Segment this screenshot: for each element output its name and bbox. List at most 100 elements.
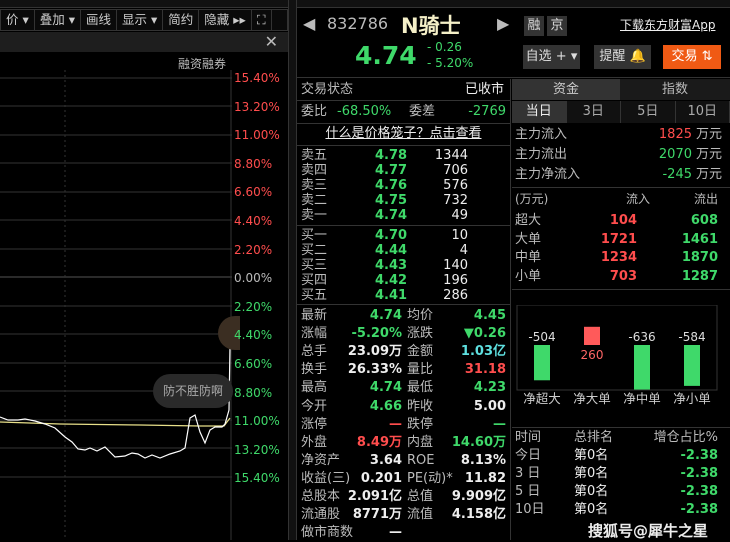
prev-stock-icon[interactable]: ◀ — [303, 14, 315, 33]
y-tick-label: 2.20% — [234, 300, 272, 314]
stat-value: 23.09万 — [348, 343, 402, 361]
alert-button[interactable]: 提醒 🔔 — [594, 45, 651, 69]
toolbar-hide[interactable]: 隐藏 ▸▸ — [199, 10, 252, 30]
level: 卖四 — [301, 163, 327, 178]
outflow: 1870 — [682, 249, 718, 267]
price: 4.75 — [375, 193, 407, 208]
toolbar-display[interactable]: 显示 ▾ — [117, 10, 163, 30]
price: 4.78 — [375, 148, 407, 163]
tab-funds[interactable]: 资金 — [512, 79, 620, 100]
flow-table-header: (万元)流入流出 — [512, 190, 730, 208]
download-app-link[interactable]: 下载东方财富App — [620, 16, 715, 33]
stat-row: 涨停—跌停— — [297, 416, 510, 434]
exchange-tag: 京 — [547, 16, 567, 36]
stat-label: 昨收 — [407, 398, 433, 416]
toolbar-draw[interactable]: 画线 — [81, 10, 117, 30]
toolbar-period[interactable]: 价 ▾ — [1, 10, 35, 30]
type: 大单 — [515, 231, 541, 249]
trade-button[interactable]: 交易 ⇅ — [663, 45, 721, 69]
avg-price-line — [0, 418, 230, 426]
stat-label: 金额 — [407, 343, 433, 361]
flow-label: 主力流入 — [515, 126, 567, 144]
rank-row: 3 日第0名-2.38 — [512, 465, 730, 483]
stat-label: 内盘 — [407, 434, 433, 452]
panel-divider[interactable] — [288, 0, 297, 540]
stat-value: 9.909亿 — [452, 488, 506, 506]
flow-value: 2070 — [659, 146, 692, 164]
stat-label: 换手 — [301, 361, 327, 379]
stat-label: 今开 — [301, 398, 327, 416]
close-icon[interactable]: ✕ — [265, 32, 278, 52]
volume: 10 — [451, 228, 468, 243]
outflow: 608 — [691, 212, 718, 230]
period-tab[interactable]: 当日 — [512, 101, 567, 123]
stat-label: 做市商数 — [301, 524, 353, 542]
y-tick-label: 13.20% — [234, 100, 280, 114]
intraday-chart[interactable] — [0, 70, 232, 540]
weibi-row: 委比-68.50%委差-2769 — [297, 103, 510, 121]
period: 10日 — [515, 501, 545, 519]
stat-value: 1.03亿 — [461, 343, 506, 361]
stat-label: 总股本 — [301, 488, 340, 506]
level: 卖二 — [301, 193, 327, 208]
value: 已收市 — [465, 81, 504, 99]
stat-label: 收益(三) — [301, 470, 350, 488]
net-value: -636 — [628, 330, 655, 344]
net-value: -504 — [528, 330, 555, 344]
type: 超大 — [515, 212, 541, 230]
price: 4.77 — [375, 163, 407, 178]
y-tick-label: 11.00% — [234, 414, 280, 428]
rank-row: 10日第0名-2.38 — [512, 501, 730, 519]
y-tick-label: 2.20% — [234, 243, 272, 257]
level: 卖三 — [301, 178, 327, 193]
header-cell: (万元) — [515, 190, 548, 208]
value: -2769 — [468, 103, 506, 121]
stat-label: 流值 — [407, 506, 433, 524]
stat-label: 总手 — [301, 343, 327, 361]
stock-name: N骑士 — [401, 10, 461, 40]
stat-label: 最低 — [407, 379, 433, 397]
stat-row: 总手 23.09万金额 1.03亿 — [297, 343, 510, 361]
watchlist-button[interactable]: 自选 + ▾ — [523, 45, 580, 69]
stat-value: ▼0.26 — [464, 325, 506, 343]
y-tick-label: 6.60% — [234, 357, 272, 371]
toolbar-overlay[interactable]: 叠加 ▾ — [35, 10, 81, 30]
next-stock-icon[interactable]: ▶ — [497, 14, 509, 33]
chart-toolbar: 价 ▾ 叠加 ▾ 画线 显示 ▾ 简约 隐藏 ▸▸ ⛶ — [0, 9, 288, 31]
inflow: 1234 — [601, 249, 637, 267]
net-label: 净大单 — [573, 391, 611, 405]
y-tick-label: 8.80% — [234, 386, 272, 400]
period-tab[interactable]: 10日 — [676, 101, 730, 123]
stat-value: 14.60万 — [452, 434, 506, 452]
level: 买五 — [301, 288, 327, 303]
price-cage-link[interactable]: 什么是价格笼子？点击查看 — [297, 125, 510, 143]
stat-value: 26.33% — [348, 361, 402, 379]
period-tab[interactable]: 3日 — [567, 101, 622, 123]
flow-unit: 万元 — [696, 126, 722, 144]
stat-label: 流通股 — [301, 506, 340, 524]
level: 买二 — [301, 243, 327, 258]
tab-index[interactable]: 指数 — [620, 79, 730, 100]
stat-value: 11.82 — [465, 470, 506, 488]
stat-value: — — [389, 416, 402, 434]
net-bar — [584, 327, 600, 345]
toolbar-simple[interactable]: 简约 — [163, 10, 199, 30]
ratio: -2.38 — [681, 483, 718, 501]
fullscreen-icon[interactable]: ⛶ — [252, 10, 272, 30]
period-tab[interactable]: 5日 — [621, 101, 676, 123]
type: 小单 — [515, 268, 541, 286]
chart-subbar: ✕ — [0, 32, 288, 52]
volume: 732 — [443, 193, 468, 208]
label: 委比 — [301, 103, 327, 121]
volume: 4 — [460, 243, 468, 258]
